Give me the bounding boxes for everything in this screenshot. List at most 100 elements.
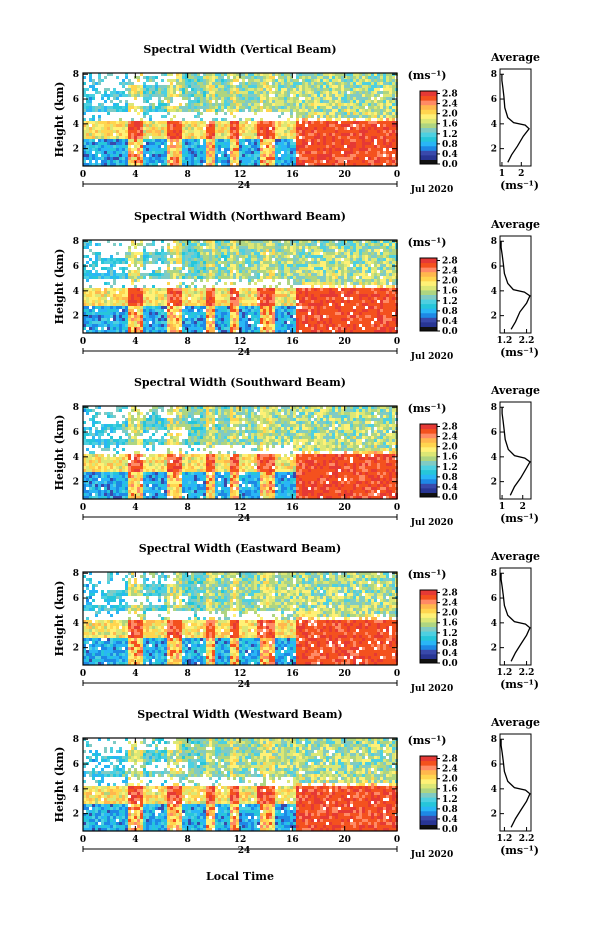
- y-axis-label: Height (km): [53, 249, 66, 325]
- colorbar-tick-label: 1.6: [442, 453, 458, 463]
- colorbar-tick-label: 0.8: [442, 140, 458, 150]
- colorbar-segment: [420, 433, 437, 439]
- colorbar-segment: [420, 465, 437, 471]
- colorbar-segment: [420, 469, 437, 475]
- colorbar-segment: [420, 612, 437, 618]
- y-tick-label: 2: [73, 145, 79, 155]
- x-tick-label: 8: [185, 337, 191, 347]
- panel-1: Spectral Width (Vertical Beam)2468Height…: [53, 43, 540, 195]
- date-label: Jul 2020: [410, 518, 453, 528]
- panel-4: Spectral Width (Eastward Beam)2468Height…: [53, 542, 540, 694]
- avg-x-tick-label: 1.2: [497, 336, 513, 346]
- colorbar-tick-label: 2.8: [442, 589, 458, 599]
- colorbar-segment: [420, 493, 437, 497]
- colorbar-segment: [420, 317, 437, 323]
- avg-y-tick-label: 2: [491, 312, 497, 322]
- colorbar-segment: [420, 312, 437, 318]
- colorbar-segment: [420, 819, 437, 825]
- y-tick-label: 6: [73, 262, 79, 272]
- colorbar: 0.00.40.81.21.62.02.42.8: [419, 90, 458, 170]
- colorbar-frame: [419, 423, 438, 498]
- colorbar-unit: (ms⁻¹): [408, 734, 447, 747]
- colorbar-frame: [419, 90, 438, 165]
- avg-y-tick-label: 6: [491, 760, 497, 770]
- colorbar-tick-label: 0.0: [442, 493, 458, 503]
- colorbar-tick-label: 2.4: [442, 267, 458, 277]
- colorbar-tick-label: 2.8: [442, 423, 458, 433]
- date-label: Jul 2020: [410, 352, 453, 362]
- x-tick-label: 0: [394, 503, 400, 513]
- colorbar-segment: [420, 150, 437, 156]
- y-tick-label: 6: [73, 594, 79, 604]
- average-panel: Average 2 4 6 8 1.2 2.2(ms⁻¹): [490, 716, 540, 857]
- x-tick-label: 16: [286, 503, 299, 513]
- colorbar-tick-label: 0.4: [442, 815, 458, 825]
- colorbar-segment: [420, 132, 437, 138]
- avg-y-tick-label: 8: [491, 735, 497, 745]
- colorbar-tick-label: 2.4: [442, 599, 458, 609]
- x-tick-label: 12: [234, 337, 247, 347]
- day-label: 24: [238, 514, 251, 524]
- x-tick-label: 16: [286, 337, 299, 347]
- colorbar-segment: [420, 91, 437, 97]
- colorbar: 0.00.40.81.21.62.02.42.8: [419, 589, 458, 669]
- colorbar-segment: [420, 303, 437, 309]
- colorbar-segment: [420, 774, 437, 780]
- colorbar-segment: [420, 765, 437, 771]
- x-tick-label: 4: [132, 835, 138, 845]
- average-profile-line: [500, 241, 531, 330]
- x-tick-label: 12: [234, 835, 247, 845]
- colorbar-unit: (ms⁻¹): [408, 568, 447, 581]
- colorbar-segment: [420, 487, 437, 493]
- colorbar-segment: [420, 644, 437, 650]
- average-unit: (ms⁻¹): [500, 179, 539, 192]
- colorbar-segment: [420, 104, 437, 110]
- colorbar-segment: [420, 442, 437, 448]
- avg-x-tick-label: 2: [520, 502, 526, 512]
- average-unit: (ms⁻¹): [500, 346, 539, 359]
- colorbar-segment: [420, 594, 437, 600]
- colorbar-segment: [420, 95, 437, 101]
- colorbar-segment: [420, 327, 437, 331]
- day-label: 24: [238, 846, 251, 856]
- colorbar-tick-label: 0.0: [442, 327, 458, 337]
- x-tick-label: 0: [394, 835, 400, 845]
- y-tick-label: 2: [73, 810, 79, 820]
- y-axis-label: Height (km): [53, 415, 66, 491]
- x-tick-label: 4: [132, 669, 138, 679]
- colorbar-unit: (ms⁻¹): [408, 236, 447, 249]
- colorbar-tick-label: 2.0: [442, 775, 458, 785]
- colorbar-segment: [420, 289, 437, 295]
- colorbar-segment: [420, 141, 437, 147]
- colorbar-segment: [420, 617, 437, 623]
- colorbar-segment: [420, 631, 437, 637]
- y-axis-label: Height (km): [53, 82, 66, 158]
- colorbar-segment: [420, 603, 437, 609]
- colorbar-frame: [419, 755, 438, 830]
- average-profile-line: [501, 74, 530, 163]
- average-unit: (ms⁻¹): [500, 512, 539, 525]
- day-label: 24: [238, 680, 251, 690]
- date-label: Jul 2020: [410, 850, 453, 860]
- y-tick-label: 2: [73, 312, 79, 322]
- colorbar-segment: [420, 308, 437, 314]
- x-tick-label: 12: [234, 669, 247, 679]
- colorbar: 0.00.40.81.21.62.02.42.8: [419, 423, 458, 503]
- average-title: Average: [490, 550, 540, 563]
- colorbar-segment: [420, 483, 437, 489]
- heatmap-field: [83, 572, 398, 665]
- colorbar-segment: [420, 599, 437, 605]
- colorbar-tick-label: 2.0: [442, 609, 458, 619]
- colorbar-segment: [420, 792, 437, 798]
- colorbar-tick-label: 1.6: [442, 120, 458, 130]
- colorbar-frame: [419, 257, 438, 332]
- y-tick-label: 6: [73, 95, 79, 105]
- colorbar-segment: [420, 127, 437, 133]
- colorbar-segment: [420, 113, 437, 119]
- avg-y-tick-label: 2: [491, 810, 497, 820]
- average-profile-line: [500, 739, 531, 828]
- colorbar-tick-label: 2.0: [442, 110, 458, 120]
- colorbar-segment: [420, 285, 437, 291]
